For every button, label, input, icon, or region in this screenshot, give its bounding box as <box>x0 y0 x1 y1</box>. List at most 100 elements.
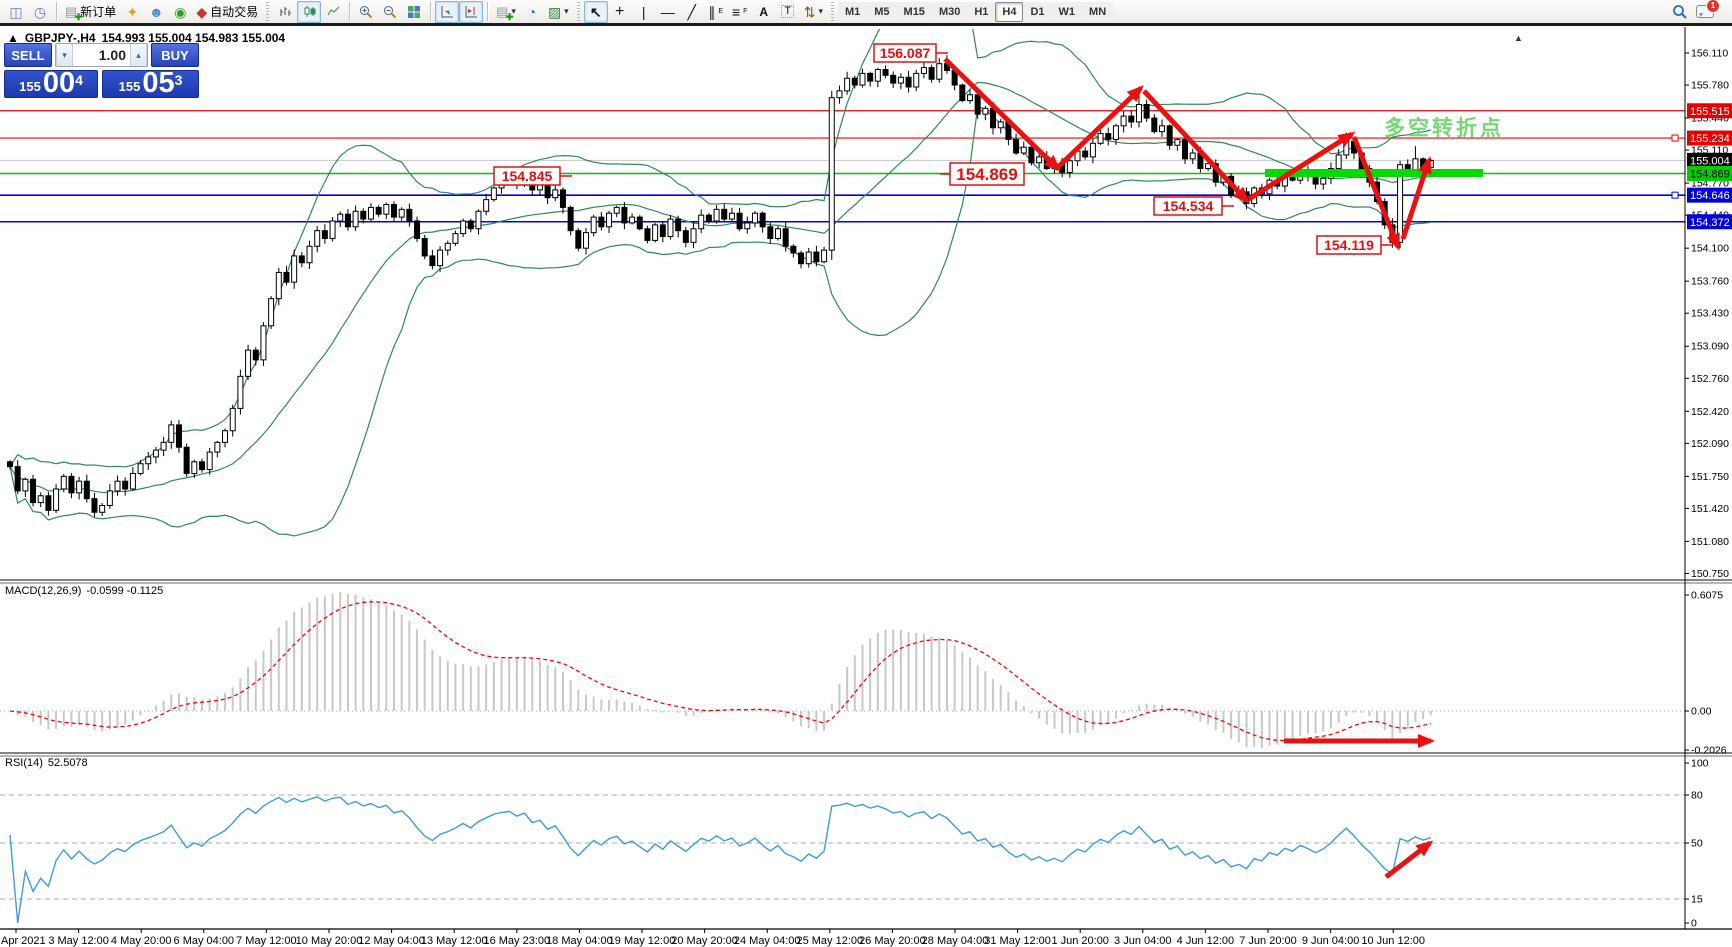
trend-arrow[interactable] <box>1351 136 1401 251</box>
timeframe-m30-button[interactable]: M30 <box>931 1 968 22</box>
news-icon: ✦ <box>126 3 139 20</box>
auto-trading-button[interactable]: ◆ 自动交易 <box>192 1 262 23</box>
note-text[interactable]: 多空转折点 <box>1384 116 1504 140</box>
chat-bubble-icon: 1 <box>1696 0 1720 18</box>
trend-arrow[interactable] <box>1384 840 1434 879</box>
timeframe-d1-button[interactable]: D1 <box>1023 1 1052 22</box>
timeframe-w1-button[interactable]: W1 <box>1051 1 1083 22</box>
timeframe-m15-button[interactable]: M15 <box>896 1 932 22</box>
news-button[interactable]: ✦ <box>120 1 144 23</box>
timeframe-mn-button[interactable]: MN <box>1082 1 1114 22</box>
rsi-pane-label: RSI(14) 52.5078 <box>5 757 88 769</box>
sell-button[interactable]: SELL <box>4 43 52 67</box>
channel-icon: ∥ <box>708 3 716 20</box>
line-handle[interactable] <box>1671 134 1679 142</box>
svg-text:154.119: 154.119 <box>1324 237 1374 253</box>
macd-indicator-name: MACD(12,26,9) <box>5 585 82 597</box>
svg-text:7 May 12:00: 7 May 12:00 <box>236 935 297 947</box>
channel-tool-button[interactable]: ∥ E <box>704 1 728 23</box>
chart-shift-icon <box>465 5 478 17</box>
periods-button[interactable]: ◔ <box>520 1 544 23</box>
svg-text:31 May 12:00: 31 May 12:00 <box>984 935 1051 947</box>
search-button[interactable] <box>1668 1 1692 23</box>
svg-text:19 May 12:00: 19 May 12:00 <box>609 935 676 947</box>
tile-windows-icon <box>408 5 421 18</box>
profiles-button[interactable]: ◷ <box>28 1 52 23</box>
highlight-line[interactable] <box>1265 169 1483 177</box>
timeframe-m1-button[interactable]: M1 <box>837 1 868 22</box>
annotation-price-label[interactable]: 154.534 <box>1153 196 1234 216</box>
macd-signal-line <box>9 601 1431 742</box>
volume-decrease-button[interactable]: ▾ <box>56 44 73 66</box>
collapse-triangle-icon[interactable]: ▲ <box>7 31 19 45</box>
new-order-button[interactable]: ▤ ✚ 新订单 <box>61 1 120 23</box>
svg-text:0: 0 <box>1691 918 1697 930</box>
bar-chart-icon <box>280 7 291 16</box>
notifications-button[interactable]: 1 <box>1692 0 1720 23</box>
line-chart-button[interactable] <box>321 1 345 23</box>
svg-text:4 May 20:00: 4 May 20:00 <box>111 935 172 947</box>
auto-trading-label: 自动交易 <box>210 5 259 19</box>
svg-text:24 May 04:00: 24 May 04:00 <box>734 935 801 947</box>
svg-text:155.515: 155.515 <box>1690 106 1730 118</box>
volume-increase-button[interactable]: ▴ <box>130 44 147 66</box>
svg-text:153.090: 153.090 <box>1691 341 1729 353</box>
zoom-in-button[interactable] <box>354 1 378 23</box>
signals-button[interactable]: ◉ <box>168 1 192 23</box>
vertical-line-tool-button[interactable]: | <box>632 1 656 23</box>
buy-price-display[interactable]: 155 05 3 <box>102 69 199 98</box>
timeframe-m5-button[interactable]: M5 <box>867 1 897 22</box>
arrows-tool-button[interactable]: ⇅ ▾ <box>800 1 827 23</box>
sell-price-pip: 4 <box>75 72 83 88</box>
annotation-price-label[interactable]: 154.869 <box>940 162 1025 186</box>
cursor-icon: ↖ <box>589 3 602 20</box>
cursor-tool-button[interactable]: ↖ <box>583 0 608 23</box>
trend-arrow[interactable] <box>1142 89 1250 204</box>
annotation-price-label[interactable]: 154.845 <box>493 166 572 186</box>
sell-price-display[interactable]: 155 00 4 <box>4 69 98 98</box>
zoom-out-button[interactable] <box>378 1 402 23</box>
channel-sub-label: E <box>718 8 724 15</box>
subwindow-collapse-icon[interactable]: ▲ <box>1514 33 1523 43</box>
toolbar-separator <box>349 2 351 21</box>
crosshair-tool-button[interactable]: + <box>608 1 632 23</box>
chart-shift-button[interactable] <box>459 0 484 23</box>
text-tool-button[interactable]: A <box>752 1 776 23</box>
notification-badge: 1 <box>1706 0 1720 13</box>
horizontal-line-tool-button[interactable]: — <box>656 1 680 23</box>
templates-button[interactable]: ▨ ▾ <box>544 1 573 23</box>
toolbar-separator <box>430 2 432 21</box>
text-label-tool-button[interactable]: T <box>776 1 800 23</box>
svg-text:80: 80 <box>1691 790 1703 802</box>
trendline-tool-button[interactable]: ╱ <box>680 1 704 23</box>
bar-chart-button[interactable] <box>273 1 297 23</box>
price-badge: 154.869 <box>1687 166 1732 182</box>
annotation-price-label[interactable]: 156.087 <box>873 43 948 63</box>
text-label-icon: T <box>781 5 795 18</box>
tile-windows-button[interactable] <box>402 1 426 23</box>
trend-arrow[interactable] <box>1400 156 1432 240</box>
chart-annotations[interactable]: 156.087 154.845 154.869 154.534 154.119 多空转折点 <box>493 43 1504 879</box>
trend-arrow[interactable] <box>943 57 1061 172</box>
annotation-price-label[interactable]: 154.119 <box>1316 235 1393 255</box>
new-chart-button[interactable]: ◫ <box>4 1 28 23</box>
auto-scroll-button[interactable] <box>435 0 460 23</box>
buy-button[interactable]: BUY <box>151 43 199 67</box>
volume-input[interactable] <box>73 44 130 66</box>
candlestick-chart-button[interactable] <box>297 0 322 23</box>
indicators-button[interactable]: ▤ ✚ ▾ <box>492 1 520 23</box>
auto-trading-icon: ◆ <box>196 3 208 20</box>
trend-arrow[interactable] <box>1056 85 1144 169</box>
toolbar-separator <box>487 2 489 21</box>
trend-arrow[interactable] <box>1247 131 1356 202</box>
timeframe-h4-button[interactable]: H4 <box>995 1 1024 22</box>
line-handle[interactable] <box>1671 191 1679 199</box>
timeframe-h1-button[interactable]: H1 <box>967 1 996 22</box>
fibonacci-tool-button[interactable]: ≡ F <box>728 1 752 23</box>
svg-text:154.100: 154.100 <box>1691 243 1729 255</box>
horizontal-level-lines[interactable] <box>0 110 1685 223</box>
sell-price-prefix: 155 <box>19 79 41 94</box>
toolbar-grip <box>830 2 834 21</box>
community-button[interactable]: ☻ <box>144 1 168 23</box>
